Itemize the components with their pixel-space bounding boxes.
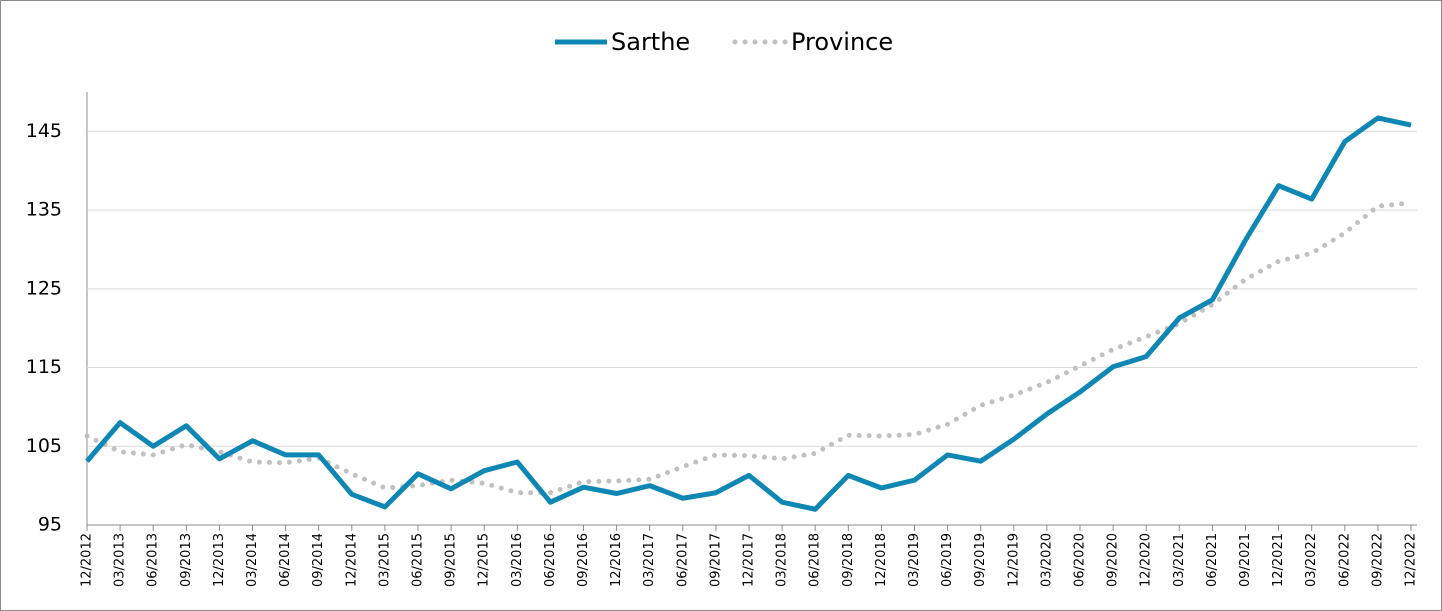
x-tick-label: 03/2015 [377,533,392,587]
x-tick-label: 06/2022 [1337,533,1352,587]
y-tick-label: 135 [26,199,62,221]
x-tick-label: 12/2020 [1139,533,1154,587]
x-tick-label: 12/2019 [1006,533,1021,587]
x-tick-label: 12/2012 [80,533,95,587]
x-tick-label: 09/2014 [311,533,326,587]
y-tick-label: 105 [26,435,62,457]
x-tick-label: 09/2022 [1370,533,1385,587]
x-tick-label: 09/2013 [179,533,194,587]
x-tick-label: 06/2020 [1073,533,1088,587]
x-tick-label: 06/2019 [940,533,955,587]
x-tick-label: 03/2013 [113,533,128,587]
x-tick-label: 03/2018 [775,533,790,587]
x-tick-label: 06/2017 [675,533,690,587]
x-tick-label: 12/2016 [609,533,624,587]
y-tick-label: 145 [26,120,62,142]
y-tick-label: 125 [26,277,62,299]
x-tick-label: 03/2022 [1304,533,1319,587]
x-tick-label: 06/2018 [808,533,823,587]
x-tick-label: 03/2017 [642,533,657,587]
y-tick-label: 115 [26,356,62,378]
x-tick-label: 12/2021 [1271,533,1286,587]
x-tick-label: 03/2019 [907,533,922,587]
x-tick-label: 03/2021 [1172,533,1187,587]
x-tick-label: 09/2016 [576,533,591,587]
x-tick-label: 12/2014 [344,533,359,587]
x-tick-label: 12/2015 [477,533,492,587]
legend-label: Sarthe [611,28,690,56]
series-line [84,200,1414,496]
x-tick-label: 06/2013 [146,533,161,587]
x-tick-label: 09/2017 [708,533,723,587]
x-tick-label: 09/2019 [973,533,988,587]
x-tick-label: 06/2015 [411,533,426,587]
x-tick-label: 12/2013 [212,533,227,587]
series-line [85,115,1412,512]
x-tick-label: 06/2014 [278,533,293,587]
x-tick-label: 03/2020 [1039,533,1054,587]
legend-label: Province [791,28,893,56]
x-tick-label: 12/2017 [742,533,757,587]
y-tick-label: 95 [38,514,62,536]
x-tick-label: 03/2016 [510,533,525,587]
x-tick-label: 12/2018 [874,533,889,587]
x-tick-label: 06/2016 [543,533,558,587]
x-tick-label: 09/2020 [1106,533,1121,587]
x-tick-label: 09/2015 [444,533,459,587]
x-tick-label: 03/2014 [245,533,260,587]
x-tick-label: 12/2022 [1404,533,1419,587]
x-tick-label: 09/2018 [841,533,856,587]
x-tick-label: 09/2021 [1238,533,1253,587]
x-tick-label: 06/2021 [1205,533,1220,587]
